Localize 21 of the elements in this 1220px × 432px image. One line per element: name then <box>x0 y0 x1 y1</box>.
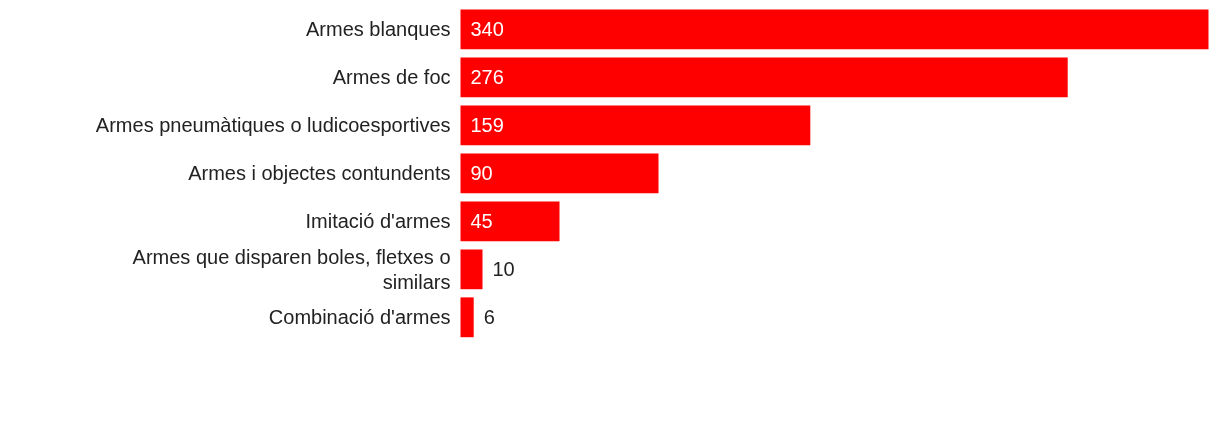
y-tick-label: Imitació d'armes <box>305 210 451 233</box>
bar <box>460 57 1068 98</box>
bar <box>460 153 659 194</box>
bar <box>460 201 560 242</box>
bar <box>460 249 483 290</box>
bar <box>460 105 811 146</box>
y-tick-label: Combinació d'armes <box>268 306 451 329</box>
data-label: 45 <box>470 210 493 233</box>
data-label: 6 <box>483 306 495 329</box>
y-tick-label: Armes de foc <box>332 66 451 89</box>
y-tick-label: Armes que disparen boles, fletxes o similars <box>132 245 451 293</box>
data-label: 90 <box>470 162 493 185</box>
bar <box>460 297 474 338</box>
data-label: 159 <box>470 114 504 137</box>
y-tick-label: Armes blanques <box>305 18 451 41</box>
data-label: 340 <box>470 18 504 41</box>
bar <box>460 9 1209 50</box>
y-tick-label: Armes pneumàtiques o ludicoesportives <box>95 114 451 137</box>
data-label: 10 <box>492 258 515 281</box>
data-label: 276 <box>470 66 504 89</box>
y-tick-label: Armes i objectes contundents <box>188 162 451 185</box>
